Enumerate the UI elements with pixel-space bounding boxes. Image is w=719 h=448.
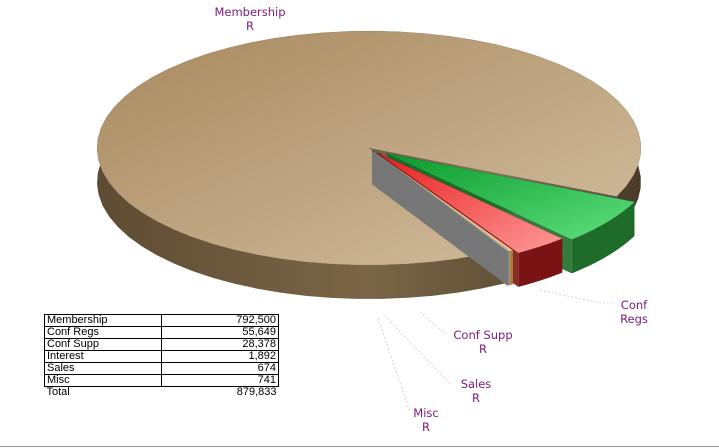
row-label: Misc: [44, 374, 162, 387]
label-text-sales-1: R: [472, 391, 480, 405]
table-row: Conf Regs 55,649: [44, 326, 279, 339]
table-row: Membership 792,500: [44, 314, 279, 327]
table-row: Conf Supp 28,378: [44, 338, 279, 351]
row-label: Conf Regs: [44, 326, 162, 339]
slice-top-misc: [371, 150, 510, 252]
label-text-conf-supp-1: R: [479, 342, 487, 356]
table-row: Misc 741: [44, 374, 279, 387]
total-label: Total: [46, 386, 70, 398]
total-row: Total 879,833: [45, 387, 279, 399]
slice-top-membership: [96, 30, 641, 266]
slice-top-interest: [371, 150, 514, 252]
label-text-misc-1: R: [422, 420, 430, 434]
row-label: Conf Supp: [44, 338, 162, 351]
total-value: 879,833: [236, 386, 277, 398]
slice-top-conf-supp: [377, 152, 563, 254]
label-text-conf-regs-0: Conf: [621, 298, 648, 312]
row-value: 792,500: [161, 314, 279, 327]
label-text-conf-supp-0: Conf Supp: [453, 328, 512, 342]
data-table: Membership 792,500 Conf Regs 55,649 Conf Sup…: [44, 314, 279, 398]
row-label: Sales: [44, 362, 162, 375]
leader-line-conf-supp: [419, 311, 446, 335]
row-value: 1,892: [161, 350, 279, 363]
table-row: Sales 674: [44, 362, 279, 375]
slice-top-sales: [371, 150, 511, 252]
leader-line-conf-regs: [539, 289, 614, 304]
leader-line-sales: [384, 315, 451, 385]
slice-top-conf-regs: [386, 153, 636, 240]
leader-line-misc: [377, 317, 411, 413]
row-label: Membership: [44, 314, 162, 327]
row-value: 741: [161, 374, 279, 387]
label-text-membership-0: Membership: [214, 5, 285, 19]
row-value: 674: [161, 362, 279, 375]
slice-wall-misc-1: [371, 150, 508, 286]
table-row: Interest 1,892: [44, 350, 279, 363]
label-text-misc-0: Misc: [413, 406, 438, 420]
label-text-membership-1: R: [246, 19, 254, 33]
slice-misc: [371, 150, 510, 286]
row-value: 28,378: [161, 338, 279, 351]
label-text-conf-regs-1: Regs: [620, 312, 648, 326]
bottom-divider: [0, 446, 719, 447]
row-label: Interest: [44, 350, 162, 363]
row-value: 55,649: [161, 326, 279, 339]
label-text-sales-0: Sales: [461, 377, 492, 391]
